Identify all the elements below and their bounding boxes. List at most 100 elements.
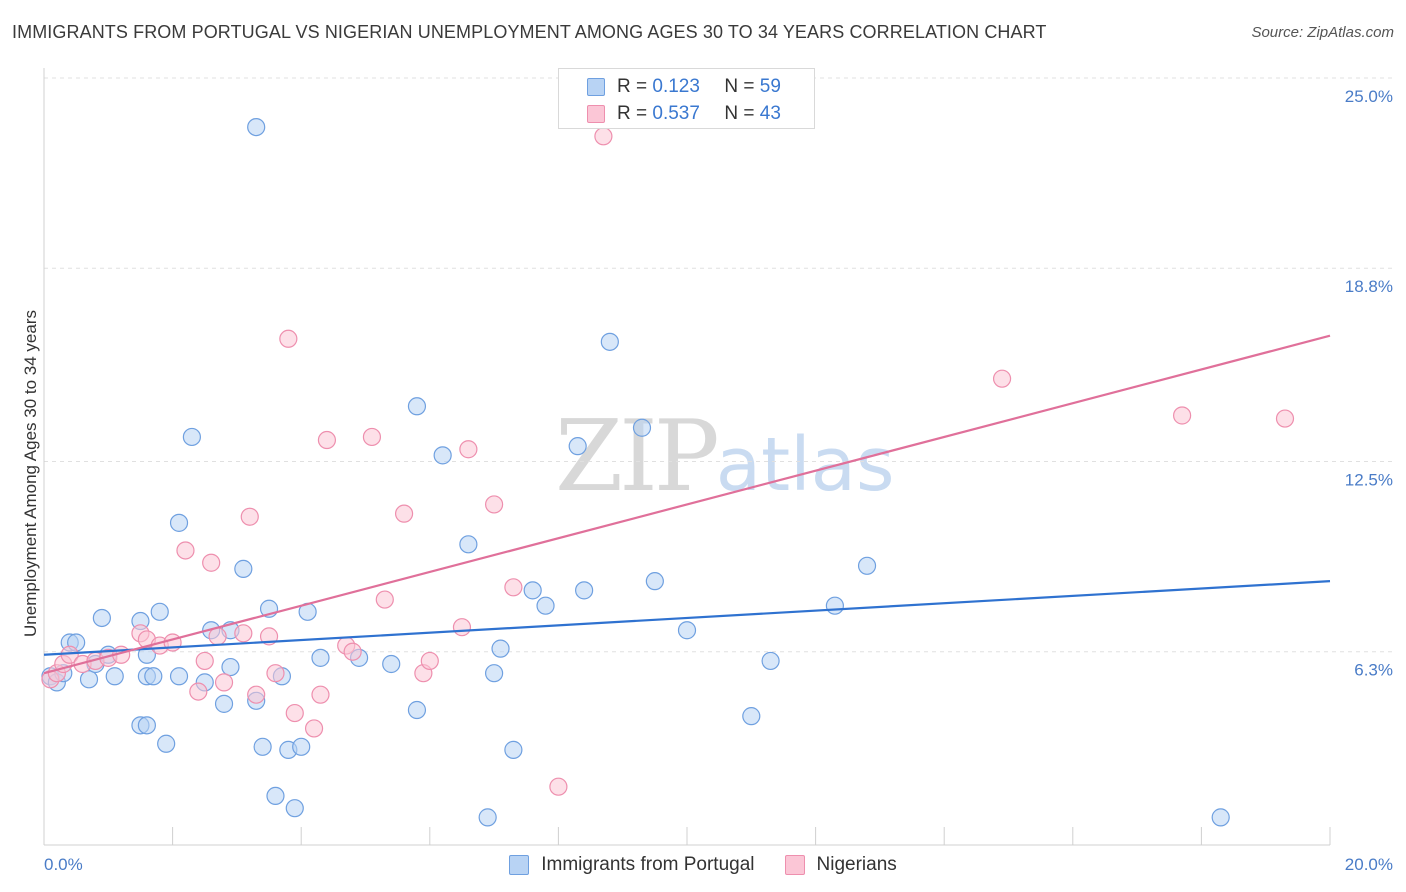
portugal-point [1211, 808, 1230, 827]
portugal-point [144, 667, 163, 686]
portugal-point [214, 694, 234, 713]
nigerian-point [420, 651, 439, 671]
nigerian-point [247, 685, 266, 704]
nigerian-point [452, 618, 472, 637]
portugal-point [600, 332, 619, 351]
nigerian-point [202, 553, 221, 572]
points-layer [41, 117, 1295, 827]
axis-layer [43, 68, 1331, 846]
portugal-point [266, 786, 285, 806]
nigerian-point [240, 507, 259, 526]
portugal-point [645, 572, 664, 591]
legend-r-value-portugal: 0.123 [652, 76, 700, 97]
y-tick-label: 6.3% [1354, 661, 1393, 680]
nigerian-point [279, 329, 298, 348]
nigerian-point [992, 369, 1012, 388]
portugal-point [677, 621, 697, 640]
y-tick-label: 18.8% [1345, 277, 1393, 296]
nigerian-point [1173, 406, 1192, 425]
nigerian-point [459, 440, 478, 459]
portugal-point [137, 716, 156, 735]
nigerian-point [189, 682, 208, 701]
portugal-point [407, 397, 427, 416]
series-legend: Immigrants from Portugal Nigerians [0, 852, 1406, 878]
portugal-point [761, 651, 780, 671]
nigerian-point [504, 578, 523, 597]
series-legend-label-portugal: Immigrants from Portugal [541, 854, 755, 875]
legend-swatch-nigerians [587, 105, 605, 123]
nigerian-point [317, 430, 337, 450]
nigerian-point [304, 719, 324, 738]
portugal-point [169, 667, 189, 686]
portugal-point [150, 602, 169, 621]
portugal-trend-line [43, 580, 1331, 656]
portugal-point [825, 596, 844, 615]
nigerian-point [362, 427, 382, 447]
portugal-point [234, 559, 253, 578]
portugal-point [407, 700, 427, 720]
watermark-atlas: atlas [715, 422, 895, 508]
portugal-point [157, 734, 176, 753]
nigerian-point [285, 703, 304, 723]
series-legend-swatch-nigerians [784, 855, 805, 875]
nigerian-point [485, 495, 504, 514]
zipatlas-watermark: ZIPatlas [555, 400, 895, 514]
nigerian-trend-line [43, 334, 1331, 675]
series-legend-portugal[interactable]: Immigrants from Portugal [509, 854, 755, 876]
y-tick-label: 25.0% [1345, 87, 1393, 106]
portugal-point [857, 556, 877, 575]
legend-r-value-nigerians: 0.537 [652, 103, 700, 124]
label-layer: 6.3% 12.5% 18.8% 25.0% 0.0% 20.0% Unemployment… [21, 87, 1393, 874]
legend-row-nigerians: R = 0.537 N = 43 [587, 102, 781, 126]
nigerian-point [594, 127, 613, 146]
portugal-point [485, 664, 504, 683]
portugal-point [491, 639, 510, 658]
nigerian-point [394, 504, 414, 523]
legend-row-portugal: R = 0.123 N = 59 [587, 75, 781, 99]
nigerian-point [1275, 409, 1295, 428]
legend-swatch-portugal [587, 78, 605, 96]
portugal-point [92, 608, 111, 628]
legend-n-value-nigerians: 43 [759, 103, 781, 124]
portugal-point [292, 737, 311, 756]
nigerian-point [311, 685, 330, 704]
portugal-point [459, 535, 478, 554]
portugal-point [79, 670, 99, 689]
portugal-point [105, 667, 124, 686]
portugal-point [568, 437, 587, 456]
portugal-point [221, 657, 240, 677]
nigerian-point [176, 541, 195, 560]
nigerian-point [214, 673, 234, 692]
source-label: Source: ZipAtlas.com [1251, 24, 1394, 41]
portugal-point [253, 737, 272, 756]
nigerian-point [195, 651, 214, 671]
portugal-point [169, 513, 189, 532]
y-tick-label: 12.5% [1345, 471, 1393, 490]
x-tick-label: 0.0% [44, 855, 83, 874]
watermark-zip: ZIP [555, 400, 720, 514]
series-legend-label-nigerians: Nigerians [816, 854, 897, 875]
portugal-point [536, 596, 555, 615]
portugal-point [285, 799, 304, 818]
portugal-point [478, 808, 497, 827]
portugal-point [382, 654, 401, 674]
nigerian-point [549, 777, 568, 796]
portugal-point [182, 427, 201, 447]
series-legend-nigerians[interactable]: Nigerians [784, 854, 897, 876]
nigerian-point [208, 627, 227, 646]
portugal-point [247, 117, 266, 137]
portugal-point [632, 418, 652, 437]
x-tick-label: 20.0% [1345, 855, 1393, 874]
nigerian-point [375, 590, 394, 609]
portugal-point [504, 740, 523, 759]
legend-n-value-portugal: 59 [759, 76, 781, 97]
nigerian-point [234, 624, 253, 643]
legend-n-label: N = [724, 103, 755, 124]
portugal-point [433, 446, 452, 465]
y-axis-label: Unemployment Among Ages 30 to 34 years [21, 310, 40, 637]
legend-n-label: N = [724, 76, 755, 97]
legend-r-label: R = [617, 103, 648, 124]
chart-title: IMMIGRANTS FROM PORTUGAL VS NIGERIAN UNE… [12, 22, 1047, 42]
portugal-point [575, 581, 594, 600]
